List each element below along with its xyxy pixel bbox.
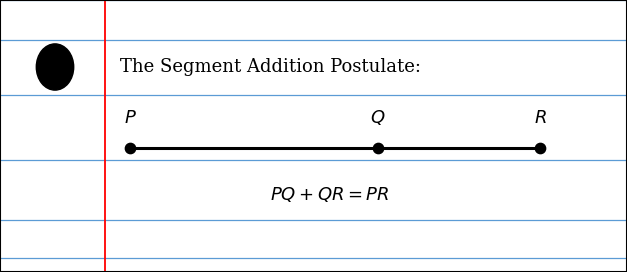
Ellipse shape <box>36 44 74 90</box>
Point <box>535 146 545 150</box>
Point <box>125 146 135 150</box>
Text: $PQ+QR=PR$: $PQ+QR=PR$ <box>270 186 390 205</box>
Point <box>373 146 383 150</box>
Text: $Q$: $Q$ <box>371 108 386 127</box>
Text: $P$: $P$ <box>124 109 137 127</box>
Text: The Segment Addition Postulate:: The Segment Addition Postulate: <box>120 58 421 76</box>
Text: $R$: $R$ <box>534 109 546 127</box>
